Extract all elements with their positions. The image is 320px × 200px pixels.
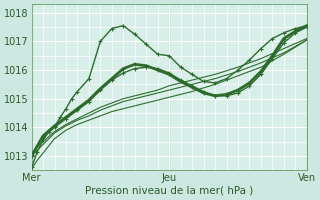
X-axis label: Pression niveau de la mer( hPa ): Pression niveau de la mer( hPa )	[85, 186, 253, 196]
